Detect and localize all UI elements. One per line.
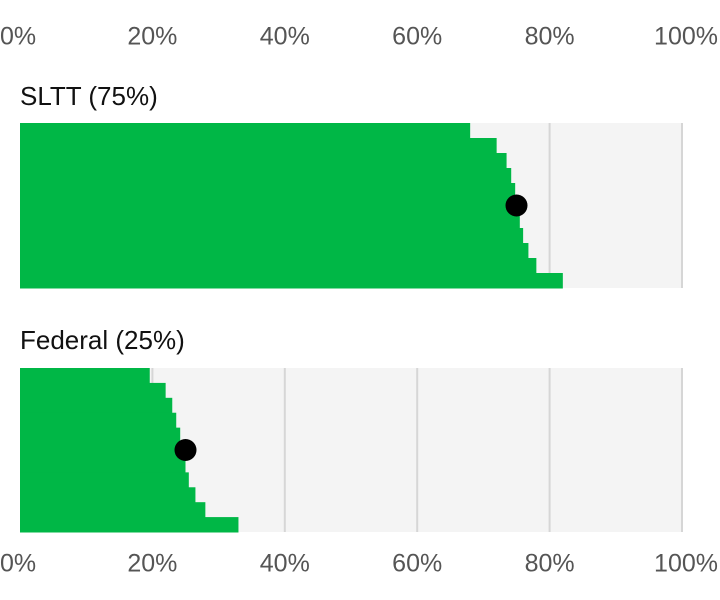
x-tick-label: 60% [392,23,442,51]
x-tick-label: 80% [525,23,575,51]
distribution-row [20,153,507,169]
x-tick-label: 80% [525,550,575,578]
panel-label: SLTT (75%) [20,81,158,111]
mean-dot [505,194,528,217]
distribution-row [20,168,512,184]
distribution-row [20,397,173,414]
x-tick-label: 60% [392,550,442,578]
distribution-row [20,258,537,274]
distribution-row [20,517,239,533]
distribution-row [20,243,529,259]
x-tick-label: 20% [127,23,177,51]
distribution-row [20,457,186,473]
distribution-row [20,502,206,518]
panel-label: Federal (25%) [20,325,185,355]
distribution-row [20,442,183,458]
distribution-row [20,273,563,289]
distribution-row [20,183,516,199]
distribution-row [20,472,189,488]
distribution-row [20,213,520,229]
x-tick-label: 40% [260,23,310,51]
x-tick-label: 0% [0,550,36,578]
distribution-row [20,198,517,214]
distribution-row [20,228,524,244]
distribution-row [20,412,177,429]
distribution-row [20,487,196,503]
x-tick-label: 20% [127,550,177,578]
distribution-row [20,382,166,399]
distribution-row [20,427,181,444]
x-tick-label: 0% [0,23,36,51]
distribution-row [20,138,497,154]
mean-dot [174,439,197,461]
x-tick-label: 100% [654,23,718,51]
x-tick-label: 40% [260,550,310,578]
x-tick-label: 100% [654,550,718,578]
distribution-row [20,123,471,139]
distribution-row [20,368,150,384]
